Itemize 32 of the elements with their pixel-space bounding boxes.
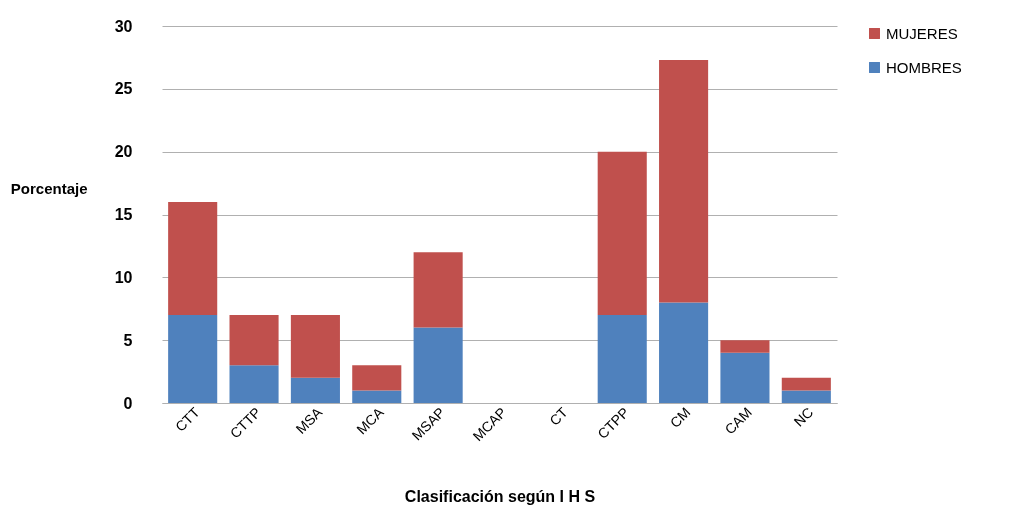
bar <box>413 327 463 403</box>
bar <box>290 315 340 378</box>
bar <box>659 59 709 303</box>
y-tick-label: 5 <box>123 331 133 349</box>
bar <box>781 390 831 403</box>
bar <box>290 377 340 403</box>
legend-label: HOMBRES <box>886 58 962 76</box>
bar <box>229 365 279 403</box>
x-tick-label: NC <box>790 404 817 430</box>
bar <box>597 315 647 403</box>
y-tick-label: 0 <box>123 394 133 412</box>
x-tick-label: CM <box>666 404 694 431</box>
y-tick-label: 20 <box>114 143 133 161</box>
legend-label: MUJERES <box>886 24 958 42</box>
bar <box>229 315 279 366</box>
bar <box>781 377 831 391</box>
x-axis-title: Clasificación según I H S <box>404 488 596 505</box>
y-tick-label: 15 <box>114 206 133 223</box>
bar <box>168 315 218 403</box>
bar <box>352 365 402 391</box>
bar <box>720 352 770 403</box>
y-tick-label: 30 <box>114 17 133 35</box>
bar <box>352 390 402 403</box>
x-tick-label: CT <box>546 403 572 429</box>
bar <box>168 201 218 316</box>
bar <box>597 151 647 316</box>
y-tick-label: 25 <box>114 80 133 98</box>
y-axis-title: Porcentaje <box>10 179 88 197</box>
bar <box>413 252 463 328</box>
bar <box>659 302 709 403</box>
bar <box>720 340 770 353</box>
y-tick-label: 10 <box>114 268 133 286</box>
